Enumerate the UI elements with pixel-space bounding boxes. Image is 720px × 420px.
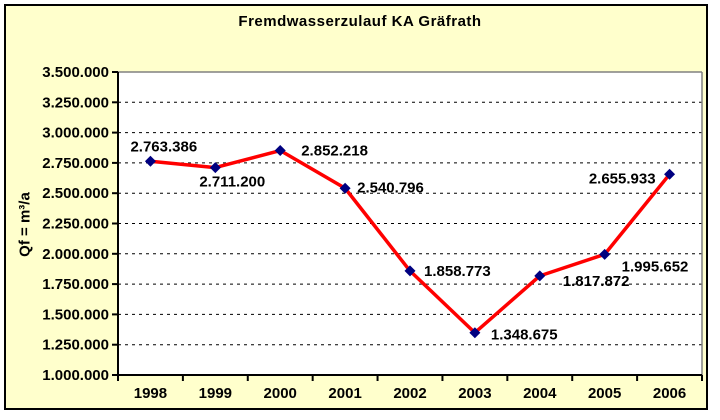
x-axis-label: 2004 (523, 385, 557, 402)
data-point-label: 2.852.218 (301, 143, 368, 160)
data-point-marker (599, 248, 611, 260)
y-tick-label: 2.750.000 (42, 155, 109, 172)
data-point-marker (534, 270, 546, 282)
y-tick-label: 3.000.000 (42, 125, 109, 142)
x-axis-label: 1998 (134, 385, 167, 402)
y-tick-label: 3.250.000 (42, 94, 109, 111)
x-axis-label: 1999 (199, 385, 232, 402)
data-point-marker (274, 145, 286, 157)
y-tick-label: 1.500.000 (42, 306, 109, 323)
chart-title: Fremdwasserzulauf KA Gräfrath (238, 13, 482, 30)
x-axis-label: 2005 (588, 385, 621, 402)
data-point-label: 2.540.796 (357, 179, 424, 196)
y-tick-label: 2.000.000 (42, 246, 109, 263)
y-tick-label: 2.250.000 (42, 216, 109, 233)
data-point-label: 1.348.675 (491, 327, 558, 344)
data-point-marker (144, 155, 156, 167)
data-point-label: 1.995.652 (622, 258, 689, 275)
data-point-marker (664, 168, 676, 180)
data-point-label: 2.711.200 (199, 174, 265, 191)
data-point-marker (404, 265, 416, 277)
data-point-marker (209, 162, 221, 174)
data-point-label: 1.858.773 (424, 263, 491, 280)
plot-area (118, 72, 702, 375)
x-axis-label: 2000 (264, 385, 297, 402)
y-tick-label: 2.500.000 (42, 185, 109, 202)
x-axis-label: 2002 (393, 385, 426, 402)
x-axis-label: 2006 (653, 385, 686, 402)
data-point-marker (469, 327, 481, 339)
data-point-label: 2.655.933 (589, 170, 656, 187)
x-axis-label: 2001 (328, 385, 361, 402)
x-axis-label: 2003 (458, 385, 491, 402)
data-point-label: 1.817.872 (563, 273, 630, 290)
y-tick-label: 1.250.000 (42, 337, 109, 354)
data-point-marker (339, 182, 351, 194)
y-tick-label: 1.000.000 (42, 367, 109, 384)
y-tick-label: 3.500.000 (42, 64, 109, 81)
data-point-label: 2.763.386 (130, 138, 197, 155)
y-tick-label: 1.750.000 (42, 276, 109, 293)
